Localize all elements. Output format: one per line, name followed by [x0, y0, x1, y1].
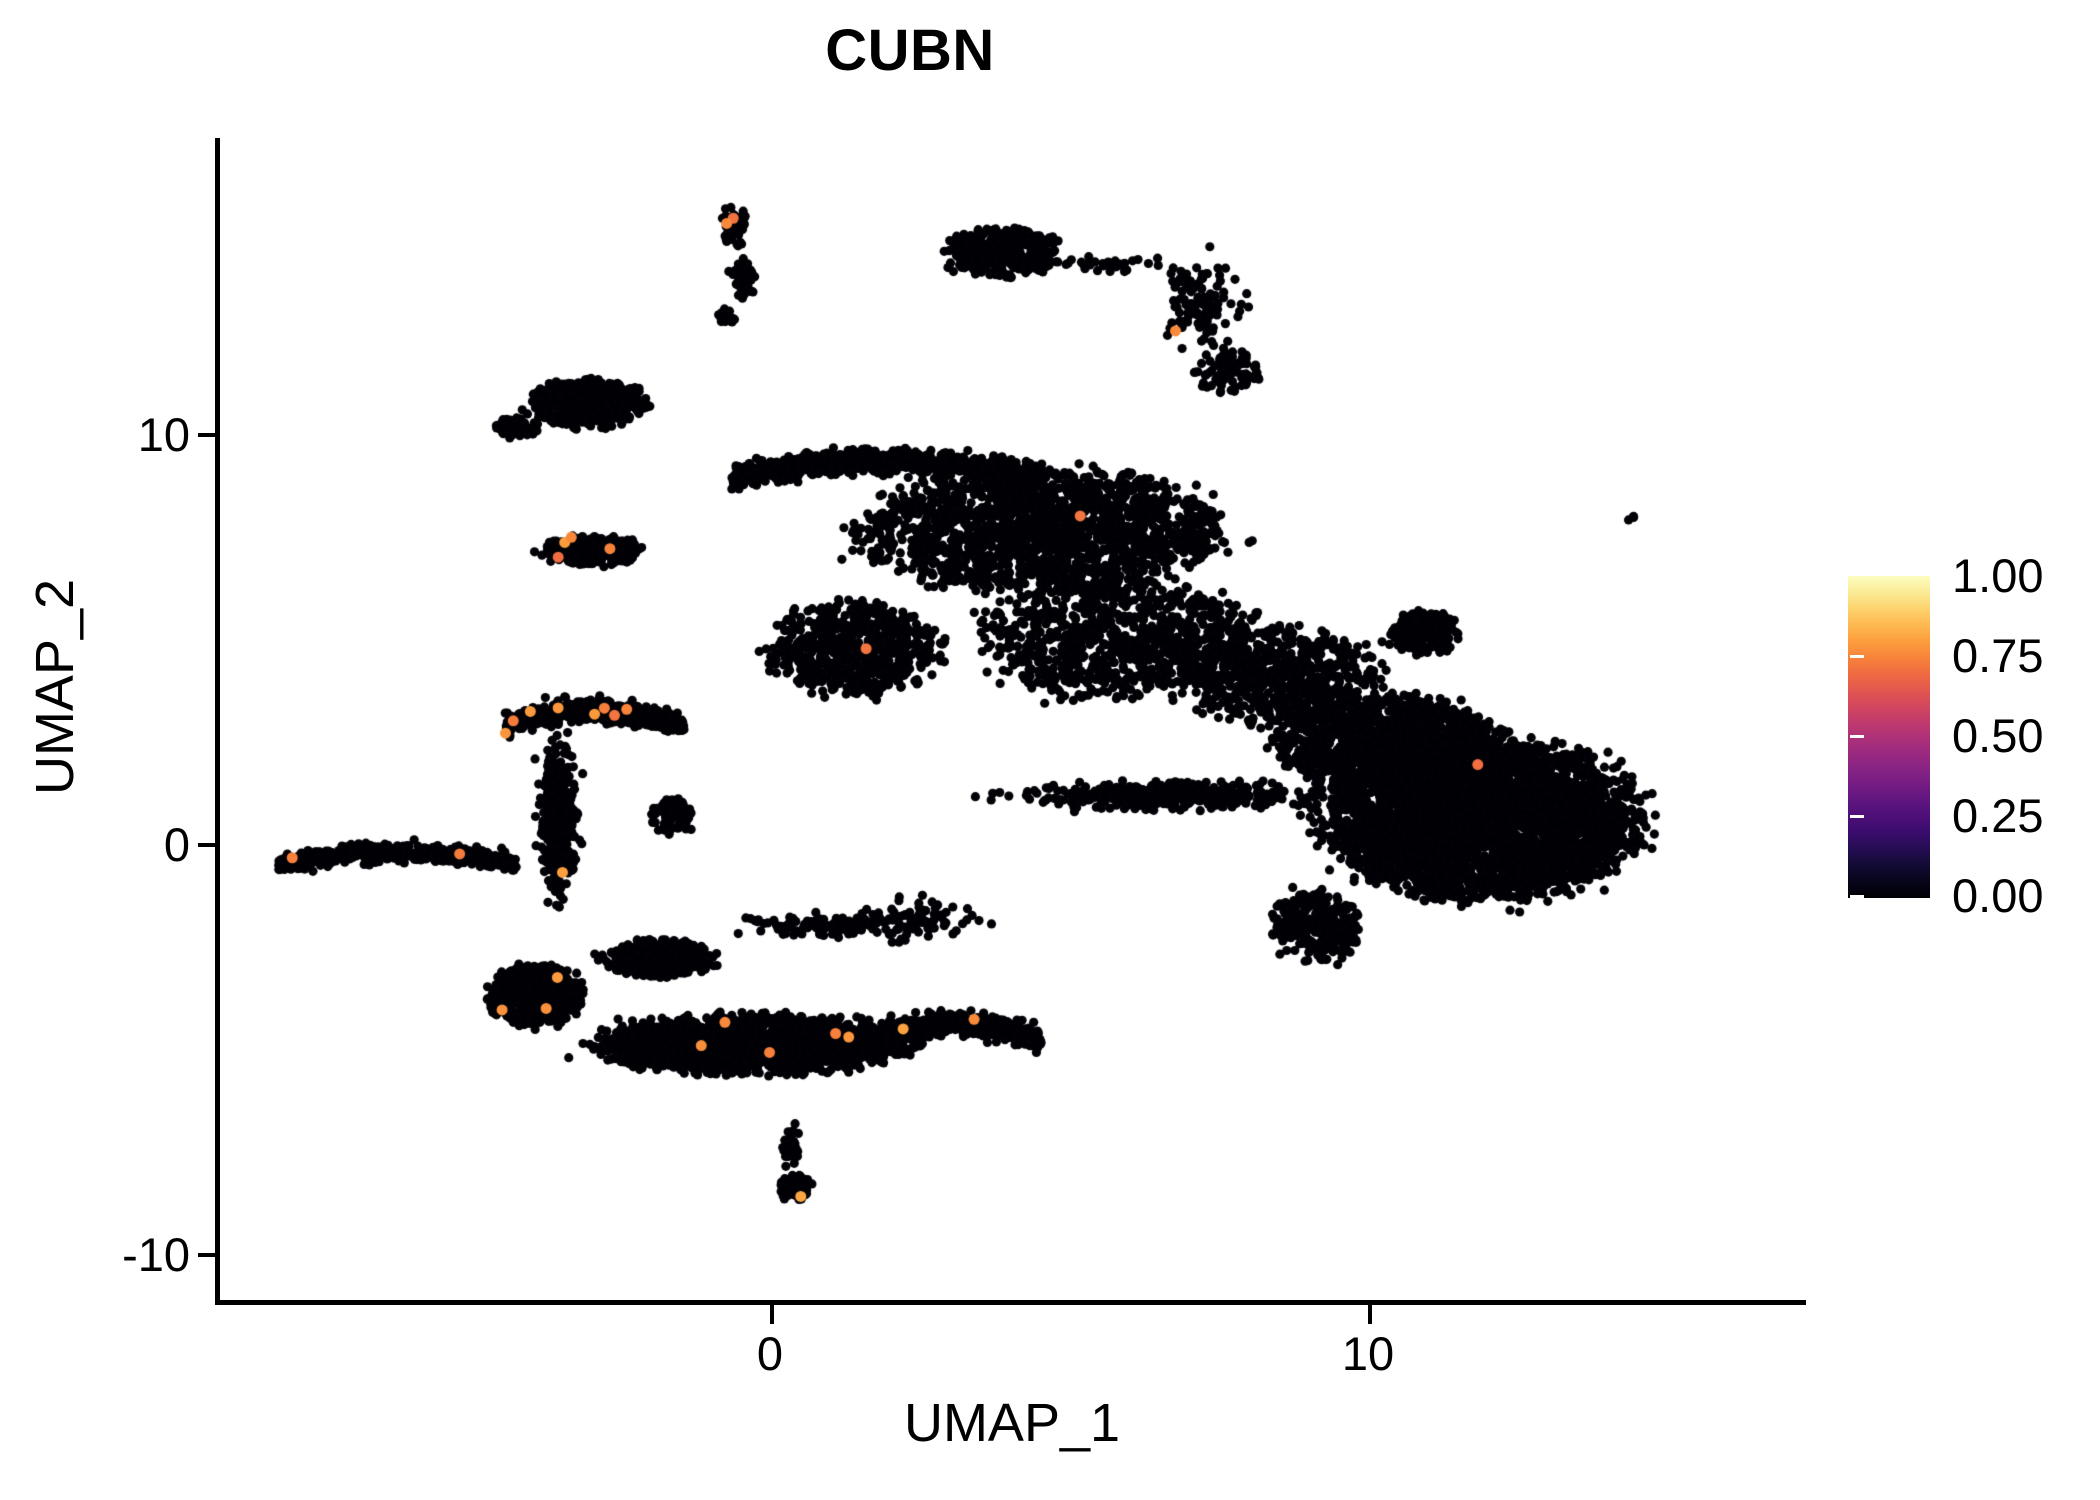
colorbar-tick-075-left — [1850, 655, 1864, 658]
y-tick-mark-neg10 — [198, 1253, 218, 1257]
colorbar-tick-075-right — [2062, 655, 2076, 658]
x-axis-title: UMAP_1 — [903, 1393, 1121, 1453]
y-axis-line — [215, 138, 220, 1305]
colorbar-legend: 1.00 0.75 0.50 0.25 0.00 — [1848, 552, 2078, 919]
scatter-canvas — [219, 138, 1805, 1302]
x-tick-label-10: 10 — [1341, 1327, 1395, 1380]
colorbar-tick-000-right — [2062, 895, 2076, 898]
page-title: CUBN — [825, 18, 995, 83]
x-tick-mark-0 — [770, 1304, 774, 1324]
colorbar-tick-050-right — [2062, 735, 2076, 738]
colorbar-label-075: 0.75 — [1952, 629, 2044, 682]
y-axis-title: UMAP_2 — [25, 578, 85, 796]
x-axis-line — [215, 1300, 1806, 1305]
y-tick-label-0: 0 — [163, 818, 190, 871]
y-tick-label-10: 10 — [137, 408, 190, 461]
x-tick-mark-10 — [1368, 1304, 1372, 1324]
y-tick-mark-0 — [198, 843, 218, 847]
colorbar-tick-025-left — [1850, 815, 1864, 818]
colorbar-label-100: 1.00 — [1952, 549, 2044, 602]
colorbar-label-000: 0.00 — [1952, 869, 2044, 922]
y-tick-label-neg10: -10 — [122, 1228, 190, 1281]
colorbar-tick-025-right — [2062, 815, 2076, 818]
colorbar-label-025: 0.25 — [1952, 789, 2044, 842]
plot-panel — [219, 138, 1805, 1302]
y-tick-mark-10 — [198, 433, 218, 437]
colorbar-label-050: 0.50 — [1952, 709, 2044, 762]
colorbar-tick-050-left — [1850, 735, 1864, 738]
colorbar-tick-000-left — [1850, 895, 1864, 898]
x-tick-label-0: 0 — [756, 1327, 784, 1380]
